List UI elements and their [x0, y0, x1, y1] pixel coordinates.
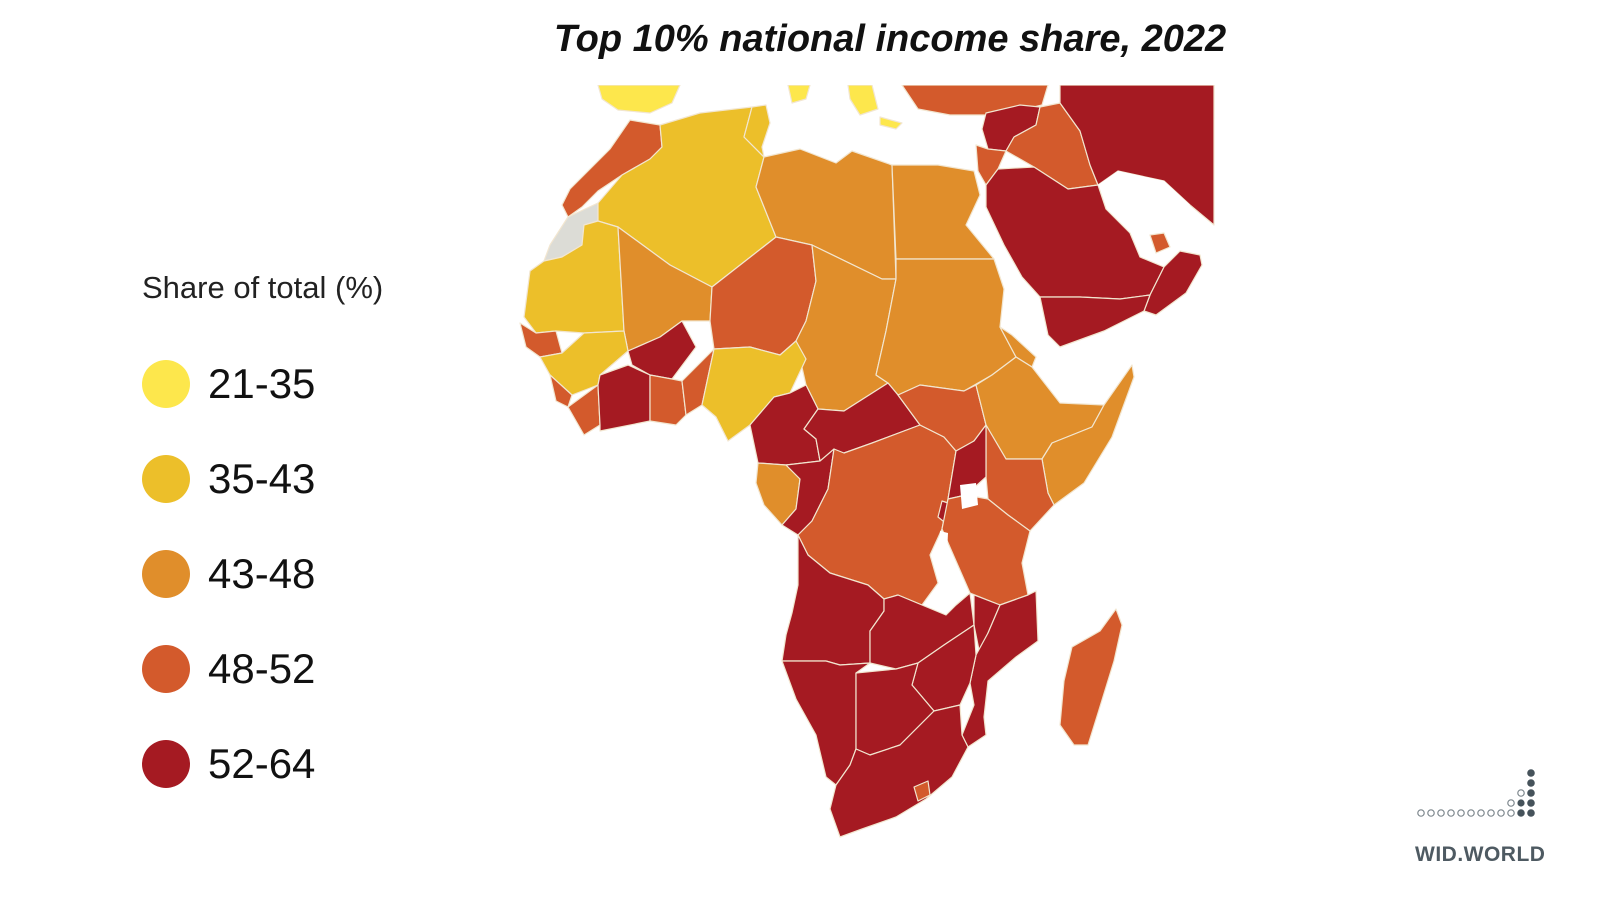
legend-label: 43-48: [208, 549, 316, 597]
region-cote-divoire: [597, 364, 651, 432]
legend-item-3: 43-48: [142, 526, 383, 621]
region-madagascar: [1059, 608, 1123, 746]
region-tanzania: [941, 494, 1031, 606]
region-eritrea: [999, 326, 1037, 368]
logo-text: WID.WORLD: [1415, 843, 1546, 866]
region-gulf-states: [1149, 232, 1171, 254]
region-italy: [787, 85, 811, 104]
region-south-africa: [829, 704, 969, 838]
lake-victoria: [960, 483, 978, 509]
region-spain: [597, 85, 681, 114]
legend-item-1: 21-35: [142, 336, 383, 431]
region-egypt: [891, 164, 995, 260]
legend-label: 48-52: [208, 644, 316, 692]
region-burkina-faso: [627, 320, 697, 380]
legend-label: 35-43: [208, 454, 316, 502]
legend-label: 52-64: [208, 739, 316, 787]
region-kenya: [985, 424, 1055, 532]
logo-dots-icon: [1417, 769, 1535, 817]
legend-item-5: 52-64: [142, 716, 383, 811]
legend-swatch: [142, 739, 190, 788]
logo: WID.WORLD: [1415, 765, 1565, 866]
legend-item-4: 48-52: [142, 621, 383, 716]
legend: Share of total (%) 21-35 35-43 43-48 48-…: [142, 270, 383, 811]
legend-item-2: 35-43: [142, 431, 383, 526]
legend-title: Share of total (%): [142, 270, 384, 305]
lake-tanganyika: [938, 531, 948, 575]
legend-swatch: [142, 359, 190, 408]
persian-gulf: [1098, 171, 1190, 225]
legend-label: 21-35: [208, 359, 316, 407]
region-ghana: [649, 374, 687, 426]
legend-swatch: [142, 644, 190, 693]
legend-swatch: [142, 454, 190, 503]
region-greece: [879, 116, 903, 130]
region-italy-south: [847, 85, 879, 116]
map-title: Top 10% national income share, 2022: [553, 18, 1227, 60]
choropleth-map: [519, 85, 1215, 838]
legend-swatch: [142, 549, 190, 598]
region-tunisia: [743, 104, 771, 158]
region-yemen: [1039, 294, 1151, 348]
region-lesotho: [913, 780, 931, 802]
